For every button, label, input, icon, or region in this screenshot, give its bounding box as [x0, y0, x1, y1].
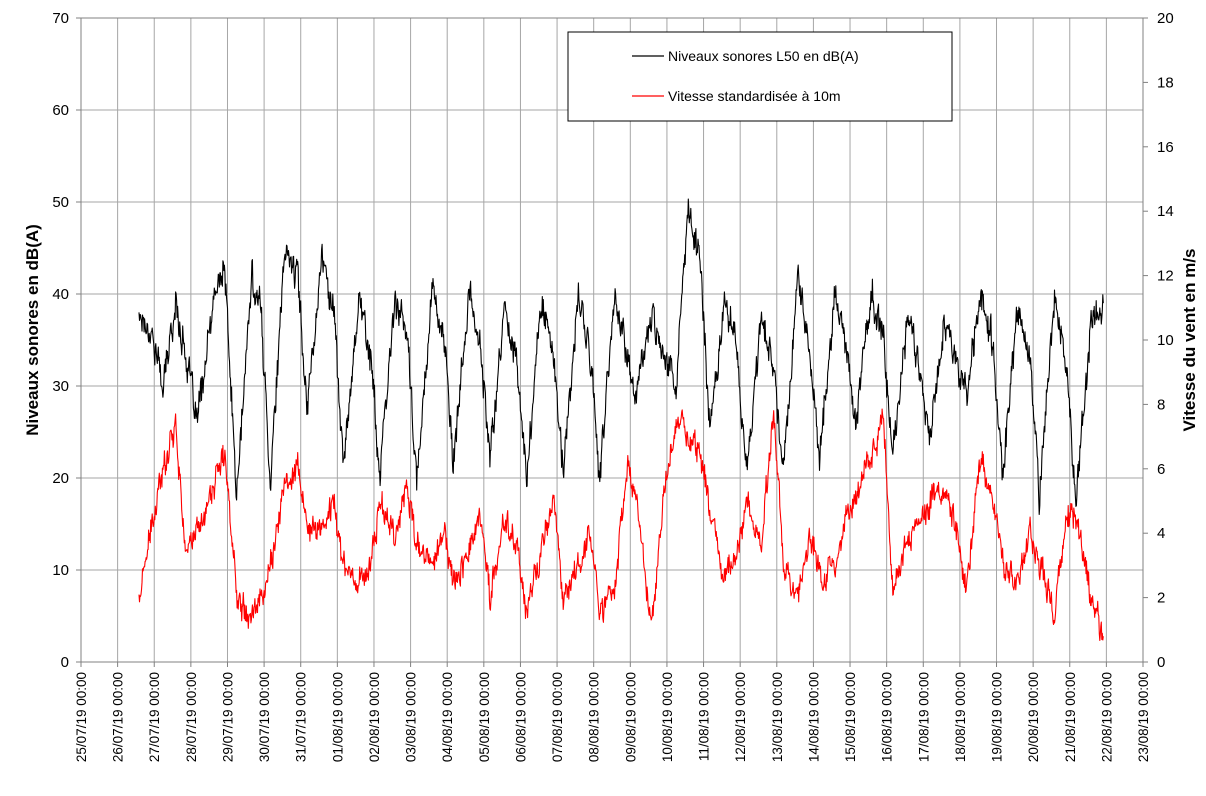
- x-tick-label: 04/08/19 00:00: [440, 672, 455, 762]
- y-axis-left-title: Niveaux sonores en dB(A): [23, 224, 42, 436]
- x-tick-label: 29/07/19 00:00: [220, 672, 235, 762]
- x-tick-label: 07/08/19 00:00: [550, 672, 565, 762]
- y-right-tick-label: 14: [1157, 203, 1174, 220]
- x-tick-label: 17/08/19 00:00: [916, 672, 931, 762]
- legend-box: [567, 31, 953, 122]
- y-left-tick-label: 40: [52, 286, 69, 303]
- x-tick-label: 08/08/19 00:00: [587, 672, 602, 762]
- y-left-tick-label: 10: [52, 562, 69, 579]
- x-tick-label: 14/08/19 00:00: [806, 672, 821, 762]
- x-tick-label: 26/07/19 00:00: [111, 672, 126, 762]
- x-tick-label: 01/08/19 00:00: [330, 672, 345, 762]
- y-right-tick-label: 16: [1157, 139, 1174, 156]
- series-layer: [138, 198, 1104, 642]
- x-tick-label: 11/08/19 00:00: [697, 672, 712, 761]
- y-right-tick-label: 4: [1157, 525, 1165, 542]
- y-right-tick-label: 10: [1157, 332, 1174, 349]
- y-left-tick-label: 0: [61, 654, 69, 671]
- y-right-tick-label: 8: [1157, 396, 1165, 413]
- y-left-tick-label: 20: [52, 470, 69, 487]
- y-axis-right-title: Vitesse du vent en m/s: [1180, 249, 1199, 432]
- x-tick-label: 03/08/19 00:00: [404, 672, 419, 762]
- x-tick-label: 10/08/19 00:00: [660, 672, 675, 762]
- y-right-tick-label: 20: [1157, 10, 1174, 27]
- axes: 25/07/19 00:00 26/07/19 00:00 27/07/19 00:…: [52, 10, 1173, 762]
- x-tick-label: 31/07/19 00:00: [294, 672, 309, 762]
- x-tick-label: 27/07/19 00:00: [147, 672, 162, 762]
- legend-label-sound: Niveaux sonores L50 en dB(A): [668, 48, 859, 64]
- y-right-tick-label: 6: [1157, 461, 1165, 478]
- x-tick-label: 28/07/19 00:00: [184, 672, 199, 762]
- x-tick-label: 25/07/19 00:00: [74, 672, 89, 762]
- x-tick-label: 22/08/19 00:00: [1099, 672, 1114, 762]
- x-tick-label: 18/08/19 00:00: [953, 672, 968, 762]
- y-left-tick-label: 60: [52, 102, 69, 119]
- y-left-tick-label: 30: [52, 378, 69, 395]
- y-right-tick-label: 18: [1157, 74, 1174, 91]
- legend-label-wind: Vitesse standardisée à 10m: [668, 88, 841, 104]
- x-tick-label: 30/07/19 00:00: [257, 672, 272, 762]
- x-tick-label: 06/08/19 00:00: [513, 672, 528, 762]
- y-left-tick-label: 70: [52, 10, 69, 27]
- x-tick-label: 09/08/19 00:00: [623, 672, 638, 762]
- legend: Niveaux sonores L50 en dB(A) Vitesse sta…: [567, 31, 953, 122]
- x-tick-label: 13/08/19 00:00: [770, 672, 785, 762]
- x-tick-label: 02/08/19 00:00: [367, 672, 382, 762]
- y-left-tick-label: 50: [52, 194, 69, 211]
- series-line-wind-speed: [138, 408, 1104, 642]
- x-tick-label: 23/08/19 00:00: [1136, 672, 1151, 762]
- x-tick-label: 15/08/19 00:00: [843, 672, 858, 762]
- x-tick-label: 20/08/19 00:00: [1026, 672, 1041, 762]
- y-right-tick-label: 12: [1157, 268, 1174, 285]
- y-right-tick-label: 2: [1157, 590, 1165, 607]
- series-line-sound-level: [138, 198, 1104, 516]
- x-tick-label: 12/08/19 00:00: [733, 672, 748, 762]
- y-right-tick-label: 0: [1157, 654, 1165, 671]
- x-tick-label: 19/08/19 00:00: [990, 672, 1005, 762]
- x-tick-label: 05/08/19 00:00: [477, 672, 492, 762]
- x-tick-label: 21/08/19 00:00: [1063, 672, 1078, 762]
- x-tick-label: 16/08/19 00:00: [880, 672, 895, 762]
